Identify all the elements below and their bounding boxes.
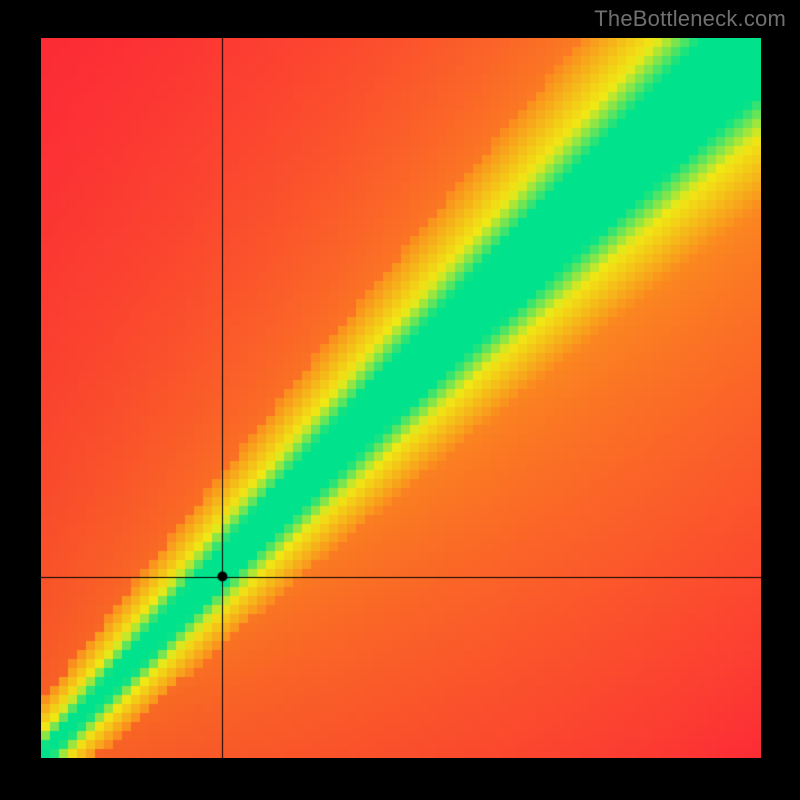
watermark-text: TheBottleneck.com: [594, 6, 786, 32]
chart-frame: TheBottleneck.com: [0, 0, 800, 800]
plot-area: [41, 38, 761, 758]
heatmap-canvas: [41, 38, 761, 758]
